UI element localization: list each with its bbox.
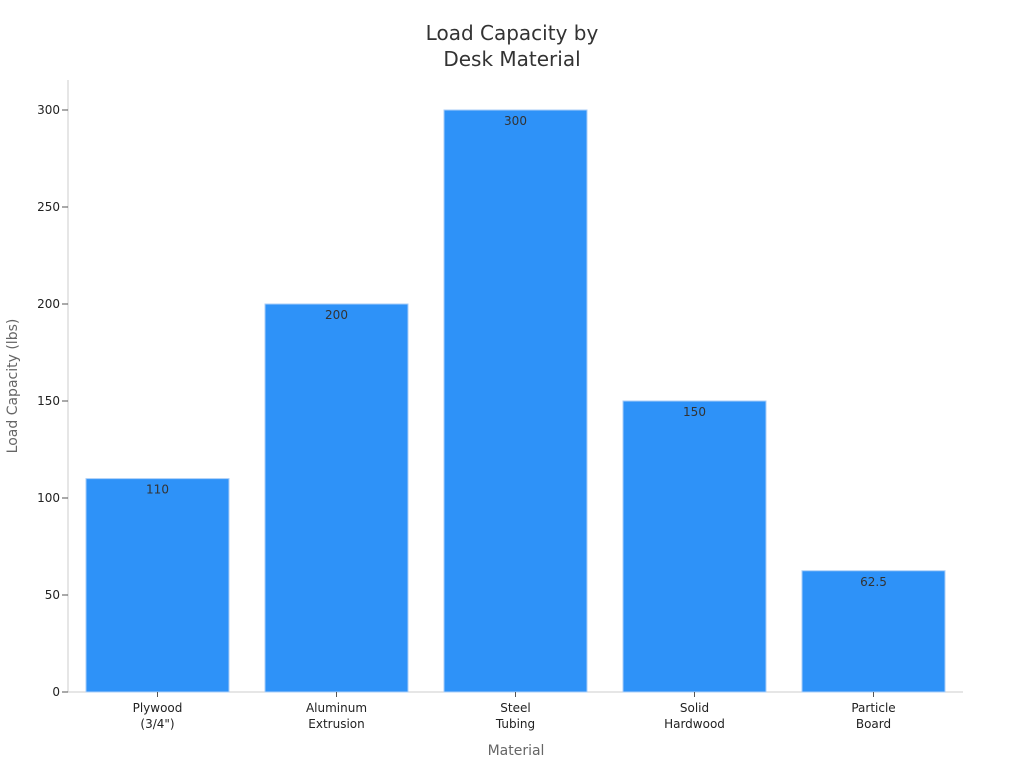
y-tick-label: 150 <box>37 394 60 408</box>
bar <box>443 109 588 693</box>
y-tick-label: 100 <box>37 491 60 505</box>
x-tick-label: Extrusion <box>308 717 364 731</box>
y-axis-ticks: 0 50 100 150 200 250 300 <box>37 103 68 699</box>
x-axis-ticks: Plywood (3/4") Aluminum Extrusion Steel Tubin… <box>133 692 896 731</box>
x-tick-label: Board <box>856 717 891 731</box>
bar <box>85 478 230 693</box>
y-tick-label: 50 <box>45 588 60 602</box>
x-tick-label: Particle <box>851 701 895 715</box>
x-tick-label: Tubing <box>495 717 535 731</box>
x-tick-label: Solid <box>680 701 709 715</box>
x-tick-label: (3/4") <box>140 717 174 731</box>
x-tick-label: Hardwood <box>664 717 725 731</box>
y-tick-label: 250 <box>37 200 60 214</box>
bar <box>264 303 409 693</box>
x-tick-label: Plywood <box>133 701 183 715</box>
x-tick-label: Aluminum <box>306 701 367 715</box>
y-tick-label: 0 <box>52 685 60 699</box>
chart-title-line: Load Capacity by <box>426 21 599 45</box>
y-tick-label: 200 <box>37 297 60 311</box>
y-axis-label: Load Capacity (lbs) <box>5 319 21 454</box>
data-label: 62.5 <box>860 575 887 589</box>
data-labels: 110 200 300 150 62.5 <box>146 114 887 589</box>
x-tick-label: Steel <box>500 701 530 715</box>
data-label: 150 <box>683 405 706 419</box>
chart-title-line: Desk Material <box>443 47 580 71</box>
y-tick-label: 300 <box>37 103 60 117</box>
data-label: 300 <box>504 114 527 128</box>
bar <box>801 570 946 693</box>
data-label: 110 <box>146 483 169 497</box>
data-label: 200 <box>325 308 348 322</box>
bars <box>85 109 946 693</box>
bar <box>622 400 767 693</box>
x-axis-label: Material <box>488 743 545 759</box>
